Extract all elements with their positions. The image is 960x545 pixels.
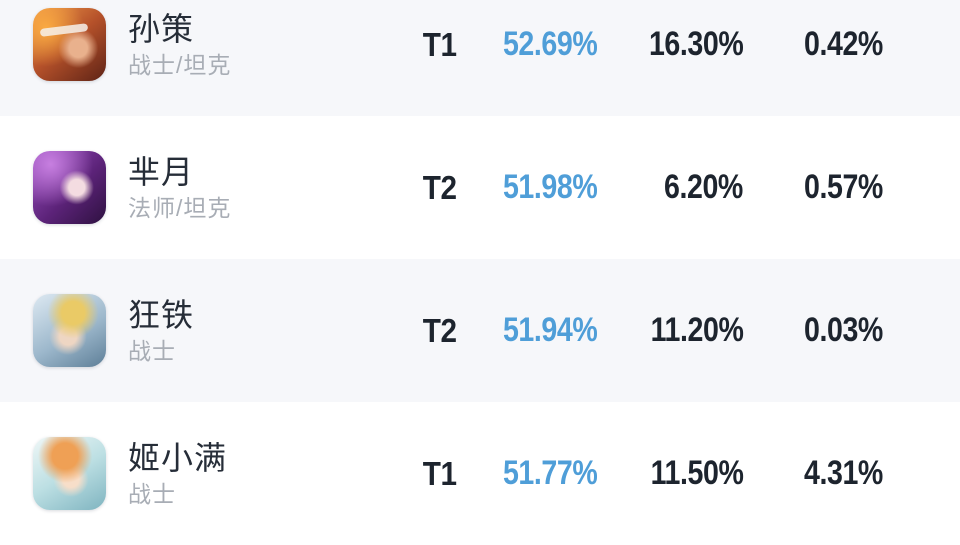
hero-info: 孙策 战士/坦克 [128,11,231,78]
hero-name: 芈月 [128,154,195,190]
win-rate: 51.98% [502,168,598,206]
win-rate: 51.94% [502,311,598,349]
ban-rate: 0.03% [804,311,883,349]
hero-name: 孙策 [128,11,195,47]
tier-label: T2 [423,311,457,349]
hero-row[interactable]: 芈月 法师/坦克 T2 51.98% 6.20% 0.57% [0,116,960,259]
hero-info: 姬小满 战士 [128,440,227,507]
hero-info: 芈月 法师/坦克 [128,154,231,221]
pick-rate: 16.30% [648,25,744,63]
ban-rate: 4.31% [804,454,883,492]
tier-label: T1 [423,454,457,492]
pick-rate: 11.50% [650,454,743,492]
hero-role: 战士 [128,338,176,364]
hero-avatar[interactable] [33,8,106,81]
hero-role: 法师/坦克 [128,195,232,221]
hero-row[interactable]: 孙策 战士/坦克 T1 52.69% 16.30% 0.42% [0,0,960,116]
win-rate: 51.77% [502,454,598,492]
hero-name: 狂铁 [128,297,195,333]
hero-avatar[interactable] [33,151,106,224]
ban-rate: 0.42% [804,25,883,63]
hero-row[interactable]: 狂铁 战士 T2 51.94% 11.20% 0.03% [0,259,960,402]
hero-role: 战士/坦克 [128,52,232,78]
pick-rate: 6.20% [664,168,743,206]
hero-avatar[interactable] [33,294,106,367]
pick-rate: 11.20% [650,311,743,349]
hero-role: 战士 [128,481,176,507]
win-rate: 52.69% [502,25,598,63]
hero-info: 狂铁 战士 [128,297,194,364]
hero-avatar[interactable] [33,437,106,510]
tier-label: T2 [423,168,457,206]
tier-label: T1 [423,25,457,63]
hero-row[interactable]: 姬小满 战士 T1 51.77% 11.50% 4.31% [0,402,960,545]
hero-name: 姬小满 [128,440,228,476]
ban-rate: 0.57% [804,168,883,206]
